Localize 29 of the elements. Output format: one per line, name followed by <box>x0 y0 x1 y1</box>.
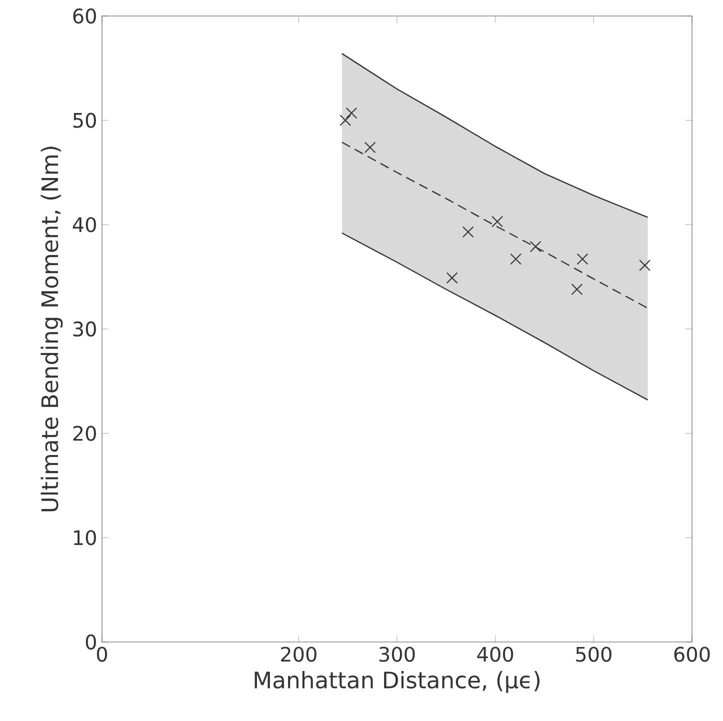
point <box>530 240 542 252</box>
y-tick-label: 0 <box>86 634 96 650</box>
point <box>462 226 474 238</box>
point <box>446 272 458 284</box>
point <box>340 114 352 126</box>
point <box>492 216 504 228</box>
x-tick-label: 400 <box>477 646 514 662</box>
point <box>364 142 376 154</box>
y-tick-label: 60 <box>73 8 96 24</box>
line-series <box>341 232 648 401</box>
y-axis-title: Ultimate Bending Moment, (Nm) <box>40 146 63 512</box>
point <box>576 253 588 265</box>
line-series <box>341 142 648 309</box>
x-tick-label: 300 <box>379 646 415 662</box>
y-tick-label: 40 <box>72 217 96 232</box>
y-tick-label: 20 <box>73 426 96 441</box>
x-tick-label: 0 <box>96 646 108 662</box>
point <box>346 107 358 119</box>
point <box>510 253 522 265</box>
x-tick-label: 500 <box>576 646 612 662</box>
point <box>639 260 651 272</box>
line-series <box>341 52 648 218</box>
point <box>571 284 583 296</box>
y-tick-label: 50 <box>73 112 96 128</box>
x-tick-label: 600 <box>674 646 710 662</box>
y-tick-label: 30 <box>73 321 96 337</box>
y-tick-label: 10 <box>74 530 96 546</box>
x-axis-title: Manhattan Distance, (μϵ) <box>254 670 540 693</box>
x-tick-label: 200 <box>281 646 316 662</box>
